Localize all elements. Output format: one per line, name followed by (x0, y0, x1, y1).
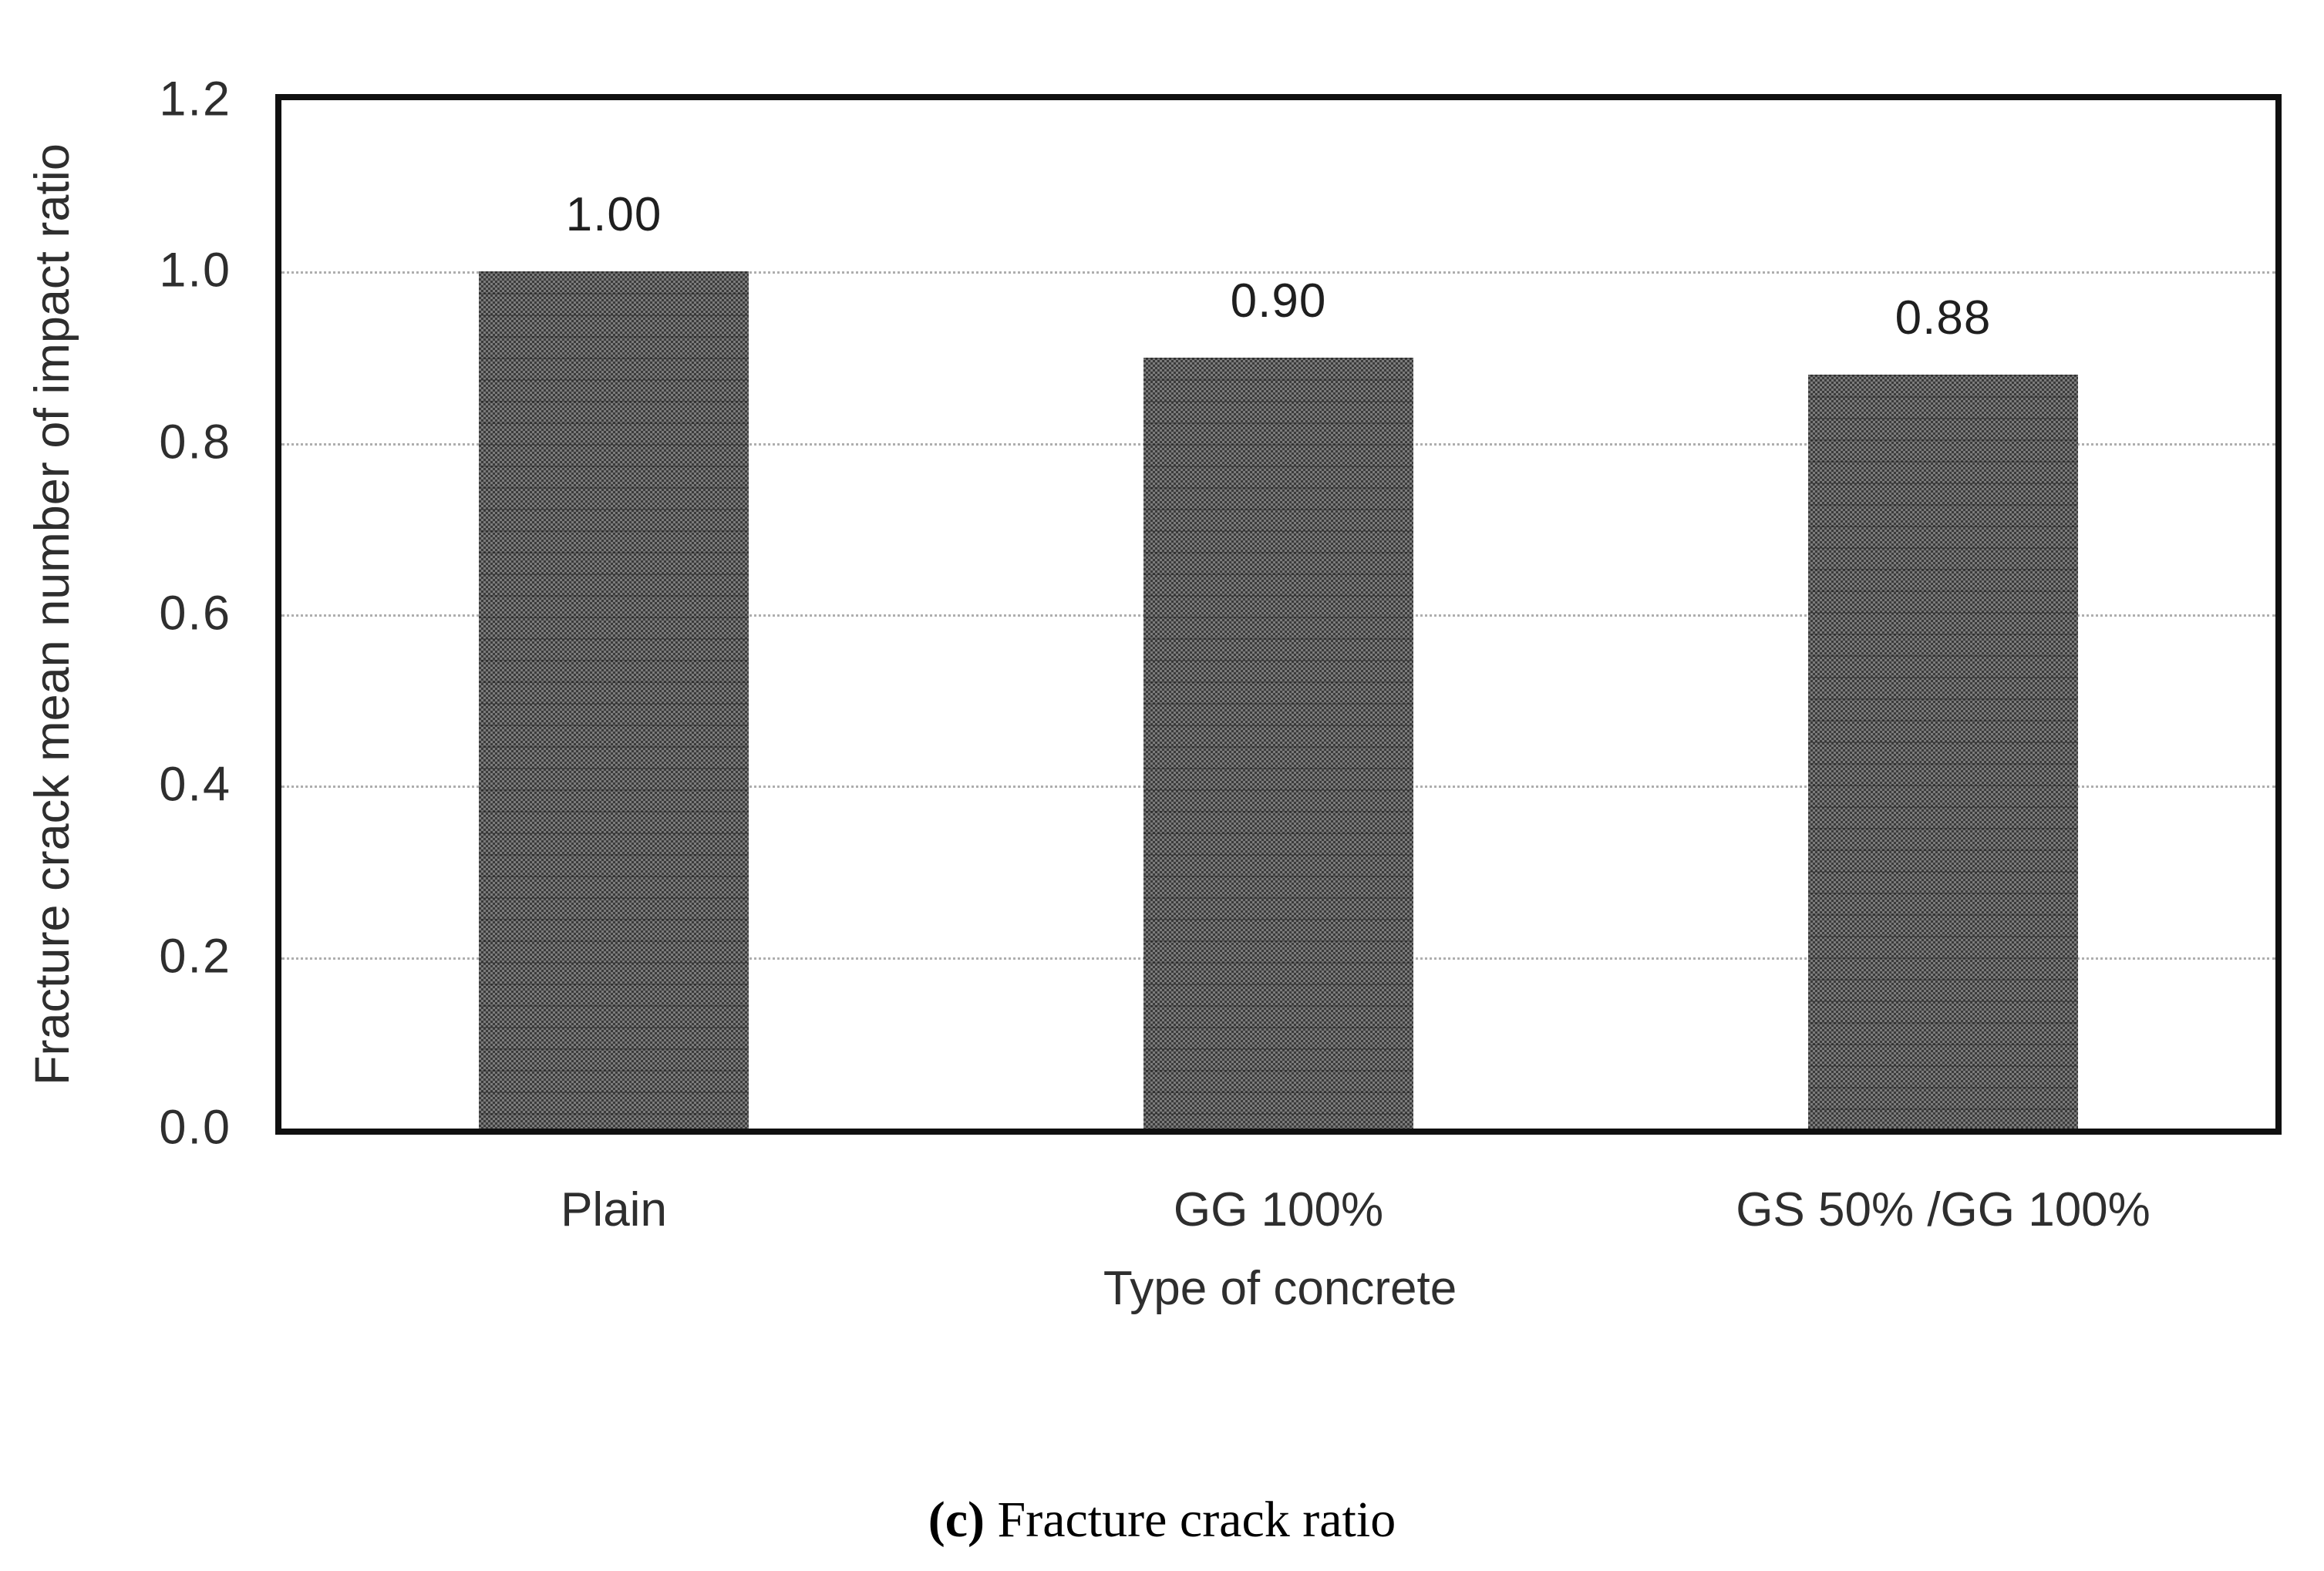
y-tick-label-0.2: 0.2 (159, 929, 231, 984)
gridline-1.0 (281, 271, 2275, 274)
bar-plain (479, 271, 749, 1129)
bar-value-label-gg-100: 0.90 (1230, 274, 1327, 328)
plot-area: 1.00 0.90 0.88 (275, 94, 2282, 1135)
y-tick-label-1.2: 1.2 (159, 72, 231, 126)
y-tick-label-0.8: 0.8 (159, 415, 231, 469)
y-tick-label-0.0: 0.0 (159, 1100, 231, 1155)
plot-inner: 1.00 0.90 0.88 (281, 100, 2275, 1129)
category-label-gs-50-gg-100: GS 50% /GG 100% (1736, 1183, 2151, 1236)
category-label-gg-100: GG 100% (1173, 1183, 1384, 1236)
bar-gg-100 (1143, 357, 1413, 1129)
bar-value-label-plain: 1.00 (565, 188, 662, 242)
x-axis-title: Type of concrete (1103, 1262, 1457, 1315)
category-label-plain: Plain (561, 1183, 667, 1236)
figure-caption: (c) Fracture crack ratio (0, 1491, 2324, 1549)
bar-gs-50-gg-100 (1808, 374, 2078, 1129)
y-tick-label-0.4: 0.4 (159, 757, 231, 812)
caption-index: (c) (928, 1492, 985, 1548)
y-tick-label-0.6: 0.6 (159, 586, 231, 641)
bar-value-label-gs-50-gg-100: 0.88 (1895, 291, 1992, 345)
caption-text: Fracture crack ratio (997, 1492, 1396, 1548)
y-tick-label-1.0: 1.0 (159, 243, 231, 298)
